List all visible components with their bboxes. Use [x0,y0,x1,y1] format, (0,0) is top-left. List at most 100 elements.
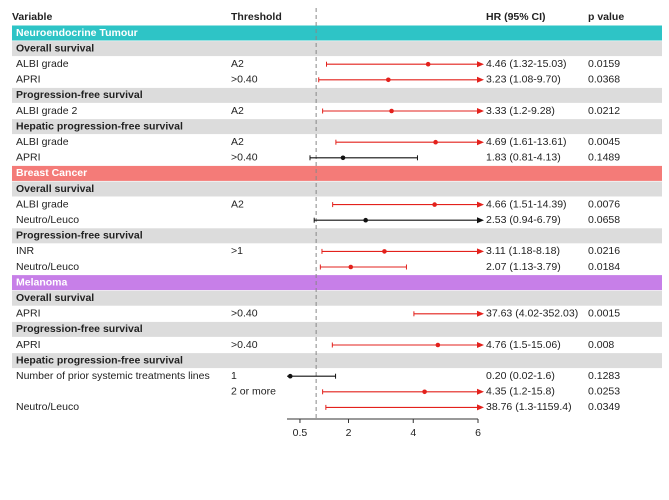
variable: Neutro/Leuco [16,214,79,226]
x-tick-label: 4 [410,427,416,436]
section-band [12,321,662,337]
ci-arrow [477,404,484,411]
hr-label: 3.23 (1.08-9.70) [486,74,561,86]
hr-label: 37.63 (4.02-352.03) [486,308,578,320]
threshold: >0.40 [231,74,258,86]
ci-arrow [477,248,484,255]
section-name: Overall survival [16,183,94,195]
hr-label: 1.83 (0.81-4.13) [486,152,561,164]
section-band [12,290,662,306]
hr-point [340,155,346,161]
threshold: >0.40 [231,339,258,351]
variable: ALBI grade [16,58,69,70]
variable: INR [16,245,35,257]
section-name: Progression-free survival [16,323,143,335]
p-value: 0.0349 [588,401,620,413]
threshold: 2 or more [231,386,276,398]
section-band [12,353,662,369]
hr-point [425,61,431,67]
ci-arrow [477,388,484,395]
p-value: 0.1489 [588,152,620,164]
hr-label: 4.69 (1.61-13.61) [486,136,567,148]
ci-arrow [477,108,484,114]
variable: APRI [16,308,41,320]
p-value: 0.0212 [588,105,620,117]
variable: ALBI grade [16,198,69,210]
hr-label: 2.07 (1.13-3.79) [486,261,561,273]
p-value: 0.0253 [588,386,620,398]
section-name: Overall survival [16,42,94,54]
ci-arrow [477,76,484,83]
header-threshold: Threshold [231,11,282,23]
section-name: Overall survival [16,292,94,304]
p-value: 0.0184 [588,261,620,273]
hr-point [287,373,293,379]
hr-point [389,108,394,114]
variable: ALBI grade 2 [16,105,77,117]
p-value: 0.0159 [588,58,620,70]
variable: APRI [16,152,41,164]
section-name: Hepatic progression-free survival [16,120,183,132]
threshold: 1 [231,370,237,382]
p-value: 0.0216 [588,245,620,257]
hr-point [433,139,438,145]
x-tick-label: 0.5 [293,427,308,436]
forest-plot: Variable Threshold HR (95% CI) p value Neuro… [12,8,662,439]
hr-label: 3.11 (1.18-8.18) [486,245,560,257]
p-value: 0.0658 [588,214,620,226]
hr-label: 0.20 (0.02-1.6) [486,370,555,382]
p-value: 0.1283 [588,370,620,382]
variable: Neutro/Leuco [16,401,79,413]
section-band [12,87,662,103]
ci-arrow [477,342,484,348]
x-tick-label: 6 [475,427,481,436]
group-band [12,165,662,181]
hr-point [363,217,368,223]
variable: Number of prior systemic treatments line… [16,370,210,382]
threshold: >0.40 [231,152,258,164]
header-p: p value [588,11,624,23]
header-hr: HR (95% CI) [486,11,546,23]
header-variable: Variable [12,11,52,23]
hr-point [422,389,427,395]
hr-label: 4.35 (1.2-15.8) [486,386,555,398]
hr-point [348,264,354,270]
section-band [12,181,662,197]
threshold: A2 [231,105,244,117]
caption [10,436,660,448]
group-band [12,25,662,41]
section-name: Progression-free survival [16,89,143,101]
threshold: A2 [231,198,244,210]
ci-arrow [477,310,484,317]
ci-arrow [477,201,484,208]
hr-label: 4.66 (1.51-14.39) [486,198,567,210]
section-band [12,228,662,244]
group-name: Melanoma [16,276,68,288]
hr-point [432,202,437,207]
variable: APRI [16,339,41,351]
hr-label: 38.76 (1.3-1159.4) [486,401,572,413]
section-name: Progression-free survival [16,230,143,242]
hr-point [386,77,391,83]
threshold: A2 [231,58,244,70]
ci-arrow [477,61,484,68]
p-value: 0.0368 [588,74,620,86]
hr-point [435,342,441,348]
section-band [12,41,662,57]
x-tick-label: 2 [346,427,352,436]
group-band [12,275,662,291]
hr-label: 4.76 (1.5-15.06) [486,339,561,351]
threshold: A2 [231,136,244,148]
variable: APRI [16,74,41,86]
variable: ALBI grade [16,136,69,148]
p-value: 0.008 [588,339,614,351]
variable: Neutro/Leuco [16,261,79,273]
hr-label: 3.33 (1.2-9.28) [486,105,555,117]
hr-label: 4.46 (1.32-15.03) [486,58,567,70]
group-name: Breast Cancer [16,167,87,179]
ci-arrow [477,217,484,224]
p-value: 0.0045 [588,136,620,148]
hr-point [382,249,387,254]
ci-arrow [477,139,484,146]
